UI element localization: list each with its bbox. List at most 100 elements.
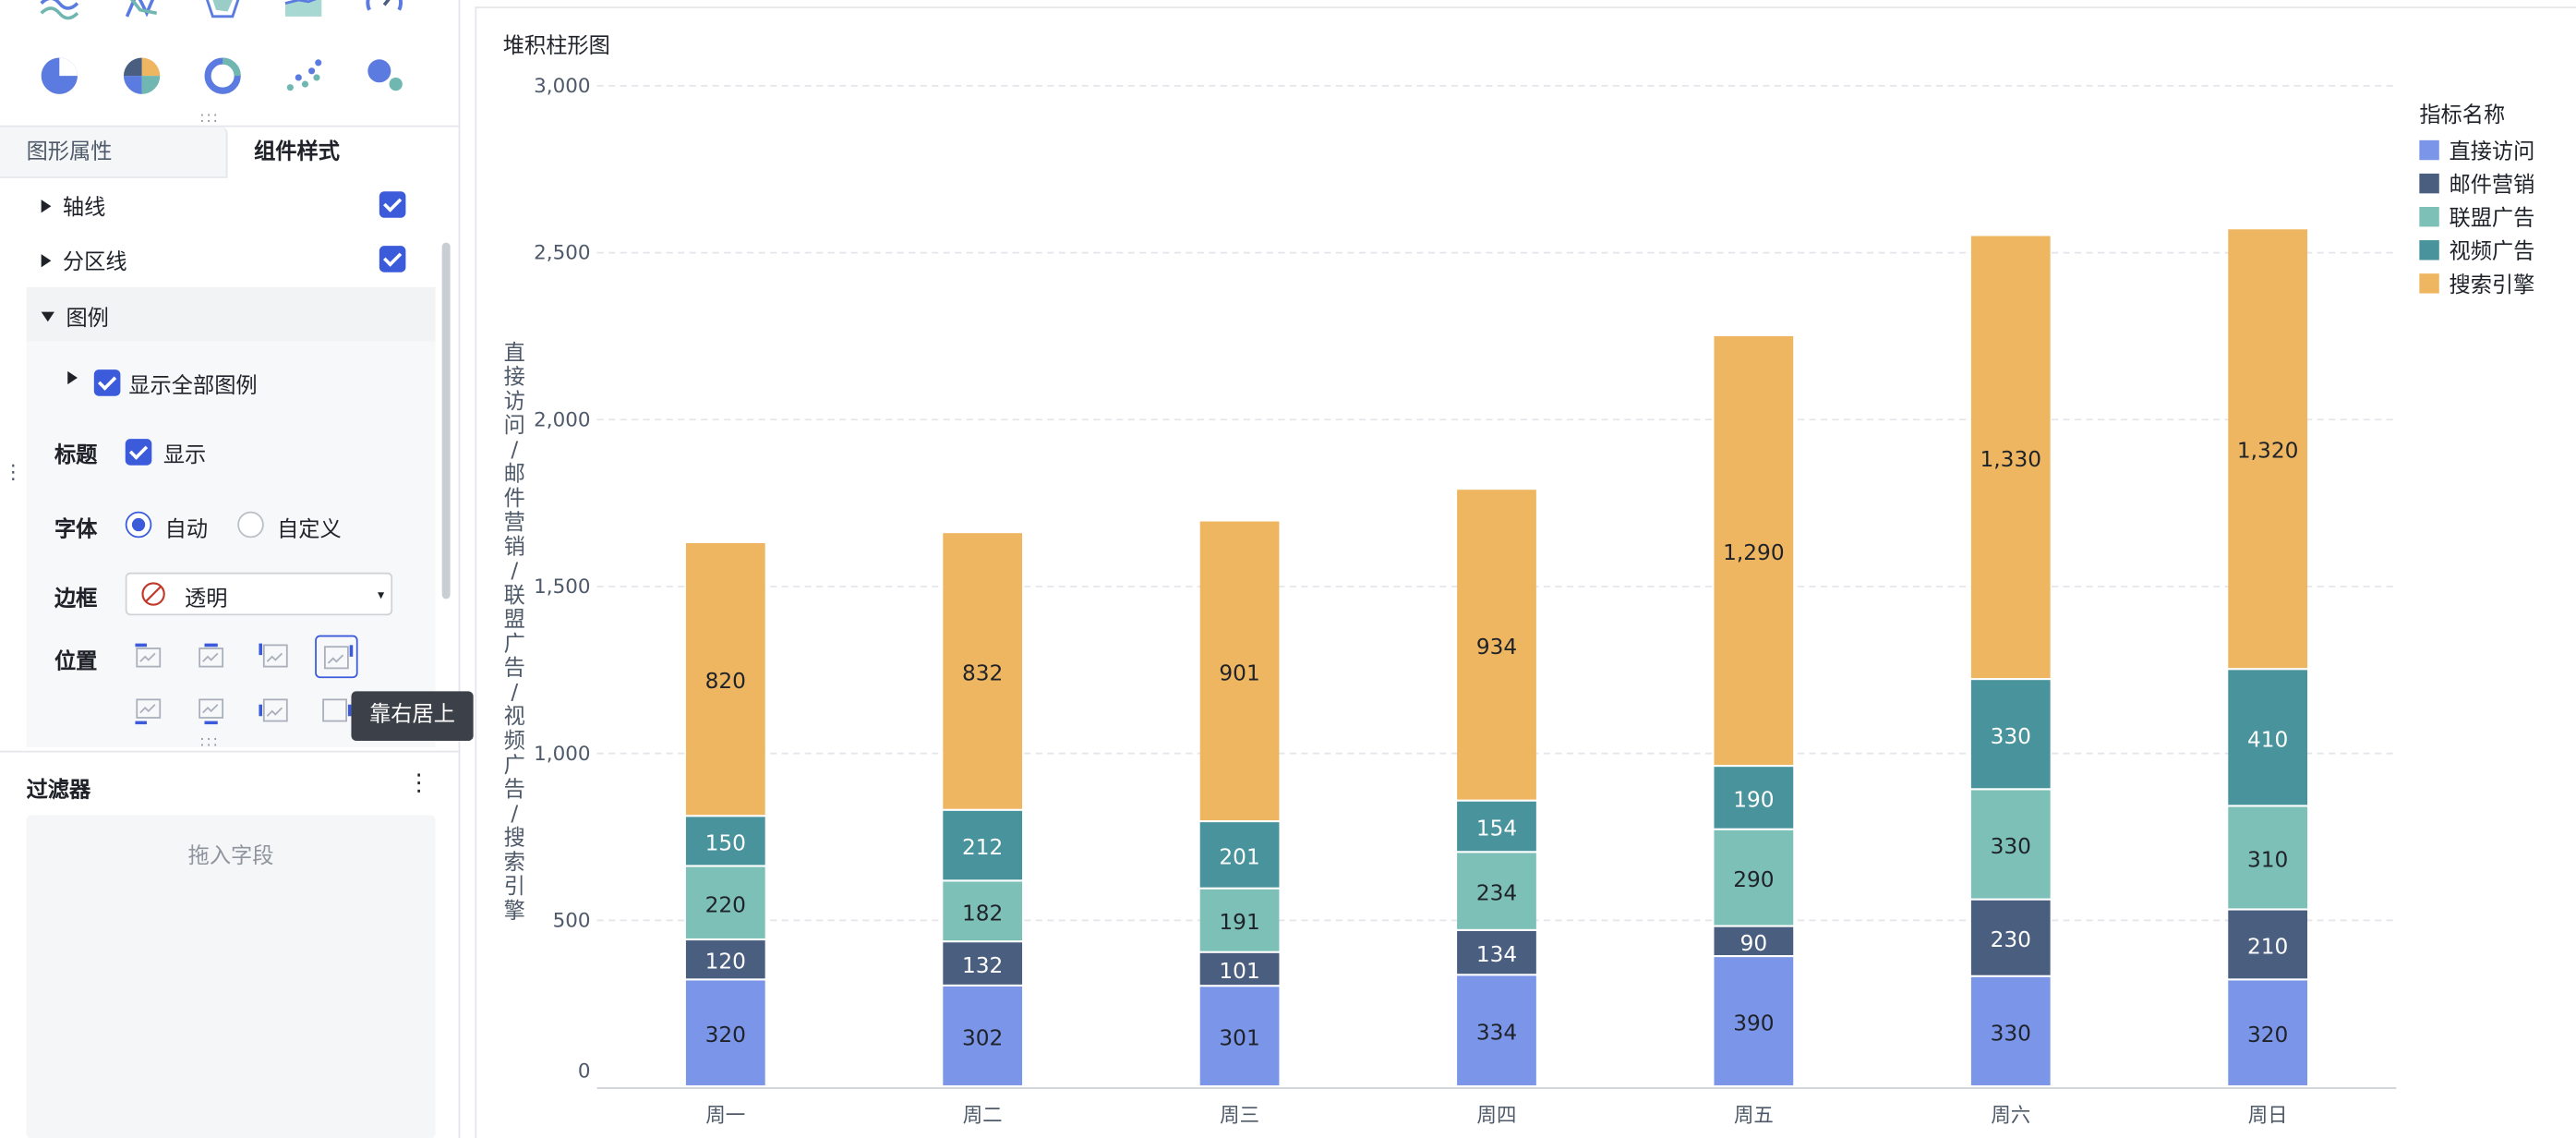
position-top-left-icon[interactable] — [127, 636, 170, 678]
legend-item-label[interactable]: 联盟广告 — [2450, 206, 2535, 231]
position-left-middle-icon[interactable] — [252, 690, 295, 732]
bar-segment[interactable] — [2228, 229, 2308, 669]
bar-segment[interactable] — [1714, 926, 1794, 956]
donut-chart-icon[interactable] — [201, 54, 244, 97]
border-select[interactable]: 透明 ▾ — [125, 572, 393, 616]
area-chart-icon[interactable] — [282, 0, 324, 23]
bar-segment[interactable] — [943, 881, 1023, 941]
tab-shape-properties[interactable]: 图形属性 — [0, 127, 228, 178]
legend-item-label[interactable]: 邮件营销 — [2450, 173, 2535, 198]
bar-value-label: 201 — [1219, 844, 1259, 869]
bar-value-label: 290 — [1733, 867, 1774, 892]
legend-swatch[interactable] — [2419, 273, 2439, 294]
legend-item-label[interactable]: 搜索引擎 — [2450, 272, 2535, 297]
pie-chart-icon[interactable] — [38, 54, 80, 97]
bar-segment[interactable] — [1457, 490, 1536, 800]
font-auto-radio[interactable] — [125, 511, 152, 539]
split-line-row[interactable]: 分区线 — [41, 244, 127, 275]
position-top-center-icon[interactable] — [189, 636, 232, 678]
filter-dropzone[interactable]: 拖入字段 — [26, 815, 436, 1138]
split-line-checkbox[interactable] — [379, 246, 406, 272]
position-left-top-icon[interactable] — [252, 636, 295, 678]
bar-segment[interactable] — [1457, 801, 1536, 852]
bar-segment[interactable] — [1714, 957, 1794, 1085]
y-axis-title-char: 视 — [504, 704, 525, 729]
bar-segment[interactable] — [1970, 900, 2051, 975]
title-show-checkbox[interactable] — [125, 439, 152, 466]
bar-segment[interactable] — [685, 866, 765, 938]
bar-segment[interactable] — [1199, 987, 1280, 1085]
drop-hint: 拖入字段 — [187, 844, 274, 870]
legend-swatch[interactable] — [2419, 139, 2439, 161]
show-all-legend-row[interactable] — [67, 368, 89, 393]
legend-item-label[interactable]: 视频广告 — [2450, 239, 2535, 264]
gauge-chart-icon[interactable] — [363, 0, 405, 23]
bar-segment[interactable] — [1970, 236, 2051, 679]
bar-segment[interactable] — [1199, 822, 1280, 888]
legend-item-label[interactable]: 直接访问 — [2450, 139, 2535, 163]
y-axis-title-char: 盟 — [504, 607, 525, 632]
tab-component-style[interactable]: 组件样式 — [254, 139, 340, 165]
bar-segment[interactable] — [1714, 335, 1794, 766]
scatter-chart-icon[interactable] — [282, 54, 324, 97]
bar-segment[interactable] — [685, 980, 765, 1085]
panel-scrollbar[interactable] — [441, 242, 451, 599]
bubble-chart-icon[interactable] — [363, 54, 405, 97]
splitter-grip-icon[interactable]: ⋮ — [3, 460, 24, 484]
bar-segment[interactable] — [1457, 853, 1536, 929]
position-bottom-center-icon[interactable] — [189, 690, 232, 732]
bar-value-label: 154 — [1476, 817, 1517, 841]
bar-segment[interactable] — [1970, 790, 2051, 899]
bar-segment[interactable] — [2228, 980, 2308, 1085]
bar-segment[interactable] — [2228, 806, 2308, 909]
bar-segment[interactable] — [943, 986, 1023, 1085]
bar-segment[interactable] — [943, 810, 1023, 880]
legend-row[interactable]: 图例 — [41, 300, 109, 332]
expand-arrow-icon[interactable] — [41, 254, 52, 268]
position-right-middle-icon[interactable] — [315, 690, 357, 732]
bar-segment[interactable] — [685, 817, 765, 866]
bar-segment[interactable] — [1199, 521, 1280, 821]
legend-section-header[interactable] — [26, 286, 436, 342]
position-bottom-left-icon[interactable] — [127, 690, 170, 732]
bar-value-label: 90 — [1740, 931, 1768, 956]
radar-chart-icon[interactable] — [201, 0, 244, 23]
bar-segment[interactable] — [943, 942, 1023, 985]
axis-row[interactable]: 轴线 — [41, 189, 106, 221]
collapse-arrow-icon[interactable] — [41, 311, 54, 322]
position-right-top-icon[interactable] — [315, 635, 358, 679]
legend-swatch[interactable] — [2419, 240, 2439, 260]
expand-arrow-icon[interactable] — [41, 200, 52, 213]
expand-arrow-icon[interactable] — [67, 370, 78, 385]
radial-line-chart-icon[interactable] — [120, 0, 163, 23]
bar-segment[interactable] — [1970, 976, 2051, 1085]
bar-value-label: 1,290 — [1723, 540, 1784, 565]
y-axis-title-char: 频 — [504, 729, 525, 754]
bar-value-label: 182 — [962, 901, 1003, 926]
legend-swatch[interactable] — [2419, 173, 2439, 194]
bar-segment[interactable] — [1199, 889, 1280, 951]
bar-segment[interactable] — [1199, 952, 1280, 986]
wave-line-chart-icon[interactable] — [38, 0, 80, 23]
bar-segment[interactable] — [2228, 910, 2308, 979]
legend-swatch[interactable] — [2419, 206, 2439, 227]
more-vertical-icon[interactable]: ⋮ — [407, 770, 431, 797]
axis-checkbox[interactable] — [379, 191, 406, 218]
font-custom-radio[interactable] — [237, 511, 264, 539]
multi-pie-chart-icon[interactable] — [120, 54, 163, 97]
bar-segment[interactable] — [1714, 767, 1794, 829]
bar-segment[interactable] — [943, 533, 1023, 809]
bar-segment[interactable] — [685, 940, 765, 979]
show-all-legend-checkbox[interactable] — [93, 369, 121, 396]
drag-handle-icon[interactable]: ::: — [199, 733, 220, 751]
bar-value-label: 190 — [1733, 787, 1774, 812]
bar-segment[interactable] — [2228, 670, 2308, 805]
bar-segment[interactable] — [1457, 930, 1536, 975]
bar-value-label: 150 — [705, 830, 746, 855]
bar-segment[interactable] — [1970, 680, 2051, 789]
bar-value-label: 230 — [1991, 927, 2031, 952]
bar-segment[interactable] — [1714, 829, 1794, 926]
bar-segment[interactable] — [1457, 975, 1536, 1085]
drag-handle-icon[interactable]: ::: — [199, 110, 220, 127]
bar-segment[interactable] — [685, 543, 765, 816]
